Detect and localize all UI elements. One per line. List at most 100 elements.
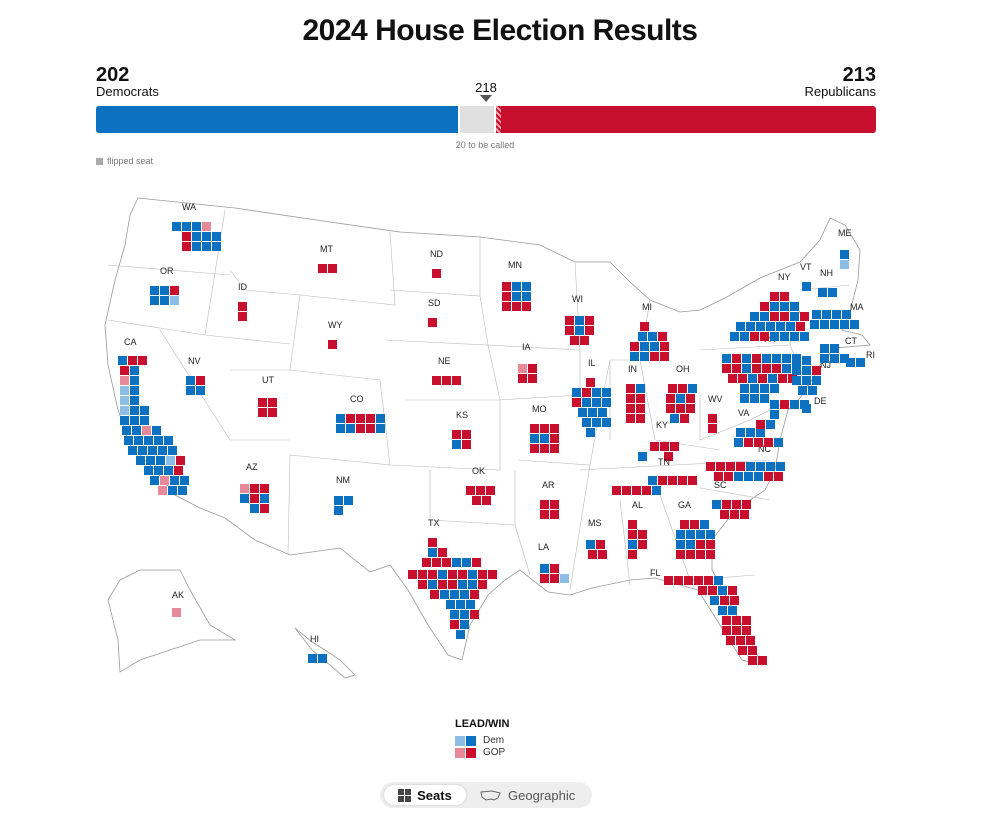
state-label: NE [438,356,451,366]
state-tx[interactable]: TX [408,518,497,639]
state-label: MN [508,260,522,270]
seat-tile [704,576,713,585]
state-nc[interactable]: NC [706,444,785,481]
hawaii-outline [294,627,356,679]
state-ga[interactable]: GA [676,500,715,559]
seat-tile [790,302,799,311]
state-co[interactable]: CO [336,394,385,433]
state-mi[interactable]: MI [630,302,669,361]
state-oh[interactable]: OH [666,364,697,423]
seat-tile [832,310,841,319]
state-ct[interactable]: CT [820,336,857,363]
seat-tile [530,434,539,443]
state-la[interactable]: LA [538,542,569,583]
seat-tile [128,356,137,365]
state-al[interactable]: AL [628,500,647,559]
state-ok[interactable]: OK [466,466,495,505]
state-nh[interactable]: NH [818,268,837,297]
seat-tile [756,420,765,429]
state-label: LA [538,542,549,552]
state-borders [107,209,851,591]
state-nj[interactable]: NJ [792,356,831,395]
state-ny[interactable]: NY [730,272,809,341]
state-me[interactable]: ME [838,228,852,269]
seat-tile [488,570,497,579]
seat-tile [522,302,531,311]
dem-seat-count: 202 [96,64,130,86]
seat-tile [328,340,337,349]
seat-tile [850,320,859,329]
seat-tile [432,376,441,385]
seat-tile [192,232,201,241]
seat-tile [818,288,827,297]
majority-threshold: 218 [475,80,497,95]
state-id[interactable]: ID [238,282,248,321]
state-wi[interactable]: WI [565,294,594,345]
seat-tile [772,354,781,363]
state-wy[interactable]: WY [328,320,343,349]
seat-tile [346,414,355,423]
seat-tile [452,440,461,449]
state-il[interactable]: IL [572,358,611,437]
state-wv[interactable]: WV [708,394,723,433]
state-or[interactable]: OR [150,266,179,305]
seat-tile [650,352,659,361]
seat-tile [260,484,269,493]
state-ks[interactable]: KS [452,410,471,449]
state-sd[interactable]: SD [428,298,441,327]
state-ms[interactable]: MS [586,518,607,559]
seat-tile [240,484,249,493]
state-ma[interactable]: MA [810,302,864,329]
seat-tile [158,486,167,495]
seat-tile [602,418,611,427]
geographic-view-button[interactable]: Geographic [480,785,588,805]
seat-tile [740,510,749,519]
seat-tile [640,342,649,351]
state-label: FL [650,568,661,578]
state-pa[interactable]: PA [722,334,801,403]
state-fl[interactable]: FL [650,568,767,665]
seat-tile [418,580,427,589]
rep-label: Republicans [804,84,876,99]
seat-tile [676,394,685,403]
seat-tile [828,288,837,297]
seat-tile [766,420,775,429]
seat-tile [202,242,211,251]
seats-view-button[interactable]: Seats [384,785,466,805]
seat-tile [846,358,855,367]
state-ar[interactable]: AR [540,480,559,519]
state-mn[interactable]: MN [502,260,531,311]
state-ca[interactable]: CA [118,337,189,495]
seat-tile [750,384,759,393]
state-ne[interactable]: NE [432,356,461,385]
state-hi[interactable]: HI [308,634,327,663]
state-tn[interactable]: TN [612,457,697,495]
state-label: WI [572,294,583,304]
state-mo[interactable]: MO [530,404,559,453]
rep-seat-count: 213 [842,64,876,86]
state-nm[interactable]: NM [334,475,353,515]
state-nv[interactable]: NV [186,356,205,395]
state-sc[interactable]: SC [712,480,751,519]
seat-tile [572,388,581,397]
state-az[interactable]: AZ [240,462,269,513]
state-ky[interactable]: KY [638,420,679,461]
seat-tile [840,260,849,269]
state-wa[interactable]: WA [172,202,221,251]
seat-tile [640,352,649,361]
state-de[interactable]: DE [802,396,827,413]
state-ri[interactable]: RI [846,350,875,367]
state-ia[interactable]: IA [518,342,537,383]
state-ut[interactable]: UT [258,375,277,417]
state-nd[interactable]: ND [430,249,443,278]
state-label: SC [714,480,727,490]
seat-tile [770,410,779,419]
state-mt[interactable]: MT [318,244,337,273]
seat-tile [452,376,461,385]
seat-tile [182,242,191,251]
seat-tile [366,414,375,423]
state-vt[interactable]: VT [800,262,812,291]
state-in[interactable]: IN [626,364,645,423]
state-ak[interactable]: AK [172,590,184,617]
state-va[interactable]: VA [734,408,783,447]
